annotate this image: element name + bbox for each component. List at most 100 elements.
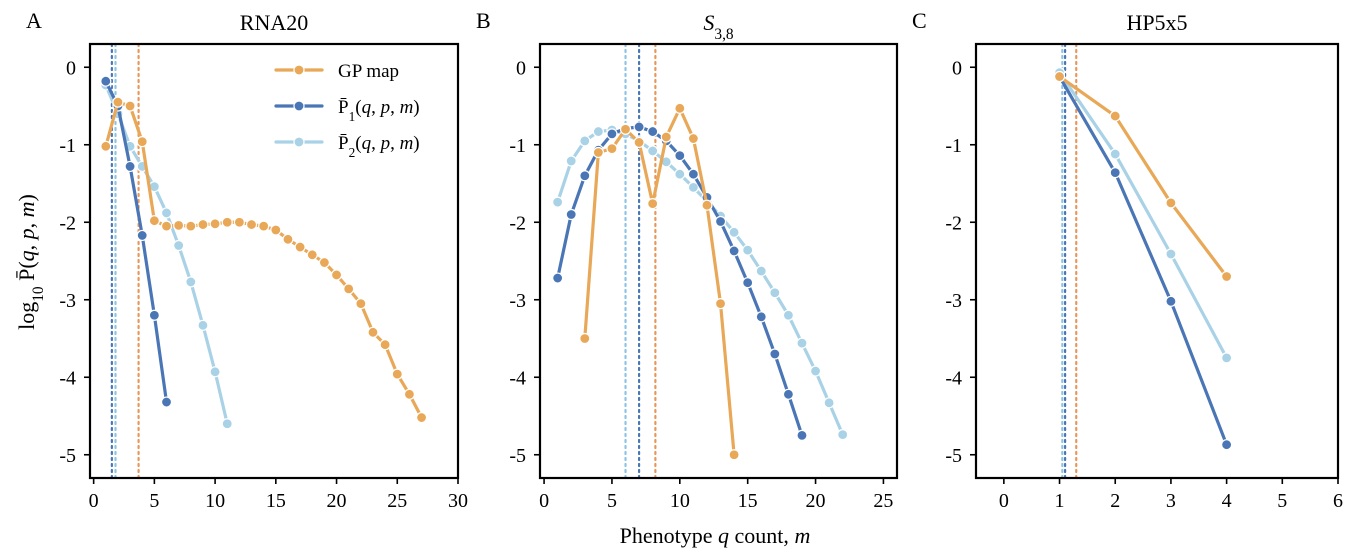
data-point-p1	[579, 170, 591, 182]
data-point-gp	[728, 449, 740, 461]
data-point-gp	[197, 218, 209, 231]
x-tick-label: 20	[806, 490, 826, 512]
series-line-gp	[1057, 74, 1229, 279]
data-point-p2	[687, 181, 699, 193]
data-point-gp	[282, 233, 294, 245]
data-point-p2	[1221, 352, 1233, 364]
data-point-gp	[294, 241, 306, 253]
data-point-gp	[124, 100, 136, 112]
panel-label: C	[912, 8, 927, 33]
data-point-p1	[647, 125, 659, 138]
y-tick-label: -2	[945, 212, 962, 234]
x-tick-label: 20	[327, 490, 347, 512]
data-point-p1	[687, 168, 699, 180]
y-tick-label: 0	[952, 57, 962, 79]
data-point-p1	[769, 348, 781, 360]
legend-marker-p2	[293, 136, 305, 148]
panel-title: HP5x5	[1126, 10, 1187, 35]
panel-label: B	[476, 8, 491, 33]
series-line-p2	[1057, 71, 1229, 360]
x-tick-label: 3	[1166, 490, 1176, 512]
data-point-p2	[742, 244, 754, 256]
x-tick-label: 15	[266, 490, 286, 512]
y-tick-label: -4	[59, 367, 76, 389]
data-point-gp	[270, 224, 282, 236]
y-tick-label: -1	[509, 135, 526, 157]
x-tick-label: 25	[873, 490, 893, 512]
y-tick-label: -3	[945, 290, 962, 312]
data-point-p2	[647, 145, 659, 157]
data-point-p2	[579, 135, 591, 147]
x-tick-label: 5	[607, 490, 617, 512]
x-tick-label: 0	[539, 490, 549, 512]
data-point-p1	[674, 150, 686, 162]
data-point-p1	[728, 245, 740, 257]
panel-title: RNA20	[240, 10, 308, 35]
y-tick-label: -2	[509, 212, 526, 234]
x-tick-label: 10	[670, 490, 690, 512]
data-point-gp	[391, 368, 403, 380]
series-line-gp	[583, 106, 736, 457]
data-point-gp	[160, 220, 173, 232]
legend-marker-p1	[293, 100, 305, 112]
x-tick-label: 5	[1277, 490, 1287, 512]
plot-frame	[974, 42, 1340, 480]
data-point-p2	[1109, 148, 1121, 160]
x-tick-label: 0	[89, 490, 99, 512]
data-point-p2	[823, 397, 835, 409]
y-axis-label: log10 P̄(q, p, m)	[14, 194, 47, 330]
data-point-p1	[565, 208, 577, 221]
data-point-gp	[714, 298, 727, 310]
data-point-p1	[552, 272, 564, 284]
data-point-p2	[674, 168, 686, 180]
data-point-p2	[755, 265, 767, 277]
y-tick-label: -2	[59, 212, 76, 234]
data-point-p1	[606, 128, 618, 140]
x-axis-label: Phenotype q count, m	[620, 523, 811, 548]
x-tick-label: 6	[1333, 490, 1343, 512]
y-tick-label: -1	[945, 135, 962, 157]
data-point-p2	[221, 418, 233, 430]
data-point-p1	[714, 215, 727, 228]
data-point-gp	[403, 388, 416, 400]
data-point-p1	[782, 388, 795, 400]
data-point-gp	[647, 198, 659, 210]
series-line-p2	[556, 128, 845, 437]
data-point-p2	[796, 337, 808, 349]
data-point-gp	[1053, 70, 1066, 83]
data-point-gp	[660, 131, 672, 143]
y-tick-label: -4	[945, 367, 962, 389]
data-point-p1	[136, 229, 148, 242]
legend-label-p2: P̄2(q, p, m)	[338, 133, 420, 160]
data-point-gp	[592, 146, 604, 159]
data-point-gp	[233, 216, 245, 228]
data-point-gp	[306, 249, 318, 261]
data-point-p2	[782, 309, 795, 321]
data-point-p2	[837, 429, 849, 441]
data-point-p1	[160, 396, 173, 408]
data-point-gp	[136, 136, 148, 148]
data-point-p1	[742, 277, 754, 289]
x-tick-label: 10	[205, 490, 225, 512]
data-point-p2	[209, 366, 221, 378]
data-point-gp	[258, 220, 270, 232]
panel-C: 0 1 2 3 4 5 6 0 -1 -2 -3 -4 -5 C HP5x5	[912, 8, 1343, 512]
data-point-gp	[379, 339, 391, 351]
panel-title: S3,8	[703, 10, 734, 43]
data-point-p2	[809, 365, 822, 377]
data-point-gp	[633, 136, 645, 149]
data-point-p2	[728, 226, 740, 238]
data-point-p1	[796, 429, 808, 441]
data-point-p2	[592, 125, 604, 138]
data-point-gp	[100, 140, 112, 152]
data-point-p2	[197, 319, 209, 331]
data-point-gp	[579, 332, 591, 345]
y-tick-label: -1	[59, 135, 76, 157]
y-tick-label: -5	[509, 445, 526, 467]
data-point-p1	[1109, 167, 1121, 179]
x-tick-label: 2	[1110, 490, 1120, 512]
data-point-p2	[160, 207, 173, 219]
data-point-gp	[415, 411, 428, 424]
data-point-p1	[633, 121, 645, 133]
